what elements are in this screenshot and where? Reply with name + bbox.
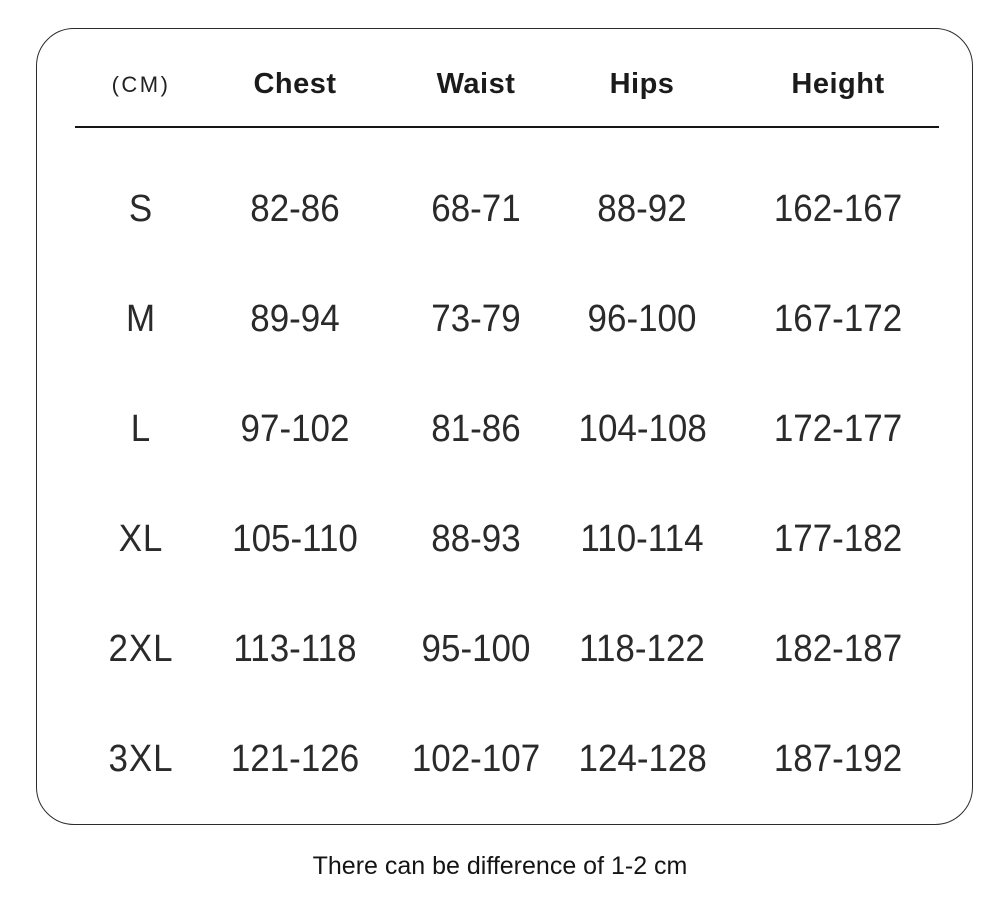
waist-range-cell: 73-79	[431, 297, 521, 340]
size-table-row: 3XL 121-126 102-107 124-128 187-192	[37, 704, 972, 814]
waist-range-cell: 102-107	[411, 737, 541, 780]
waist-range-cell: 95-100	[421, 627, 531, 670]
unit-label: (CM)	[111, 71, 171, 97]
chest-range-cell: 89-94	[250, 297, 340, 340]
size-table-row: 2XL 113-118 95-100 118-122 182-187	[37, 594, 972, 704]
hips-range-cell: 96-100	[587, 297, 697, 340]
chest-range-cell: 121-126	[230, 737, 360, 780]
size-chart-header-row: (CM) Chest Waist Hips Height	[37, 29, 972, 126]
size-table-row: L 97-102 81-86 104-108 172-177	[37, 374, 972, 484]
size-label-cell: 3XL	[108, 737, 174, 780]
waist-range-cell: 88-93	[431, 517, 521, 560]
size-label-cell: XL	[118, 517, 164, 560]
height-range-cell: 162-167	[773, 187, 903, 230]
chest-range-cell: 82-86	[250, 187, 340, 230]
height-range-cell: 177-182	[773, 517, 903, 560]
column-header-waist: Waist	[436, 68, 516, 100]
hips-range-cell: 104-108	[578, 407, 707, 450]
chest-range-cell: 113-118	[233, 627, 357, 670]
column-header-hips: Hips	[609, 68, 675, 100]
height-range-cell: 182-187	[773, 627, 903, 670]
size-label-cell: M	[125, 297, 157, 340]
size-table-row: M 89-94 73-79 96-100 167-172	[37, 264, 972, 374]
hips-range-cell: 88-92	[597, 187, 687, 230]
chest-range-cell: 97-102	[240, 407, 350, 450]
footnote: There can be difference of 1-2 cm	[312, 852, 688, 880]
column-header-chest: Chest	[253, 68, 337, 100]
height-range-cell: 187-192	[773, 737, 903, 780]
waist-range-cell: 81-86	[431, 407, 521, 450]
size-table-row: XL 105-110 88-93 110-114 177-182	[37, 484, 972, 594]
waist-range-cell: 68-71	[431, 187, 521, 230]
height-range-cell: 167-172	[773, 297, 903, 340]
height-range-cell: 172-177	[773, 407, 903, 450]
hips-range-cell: 124-128	[578, 737, 707, 780]
chest-range-cell: 105-110	[232, 517, 358, 560]
size-label-cell: 2XL	[108, 627, 174, 670]
size-chart-card: (CM) Chest Waist Hips Height S 82-86 68-…	[36, 28, 973, 825]
header-divider	[75, 126, 939, 128]
size-label-cell: L	[130, 407, 152, 450]
size-table-row: S 82-86 68-71 88-92 162-167	[37, 154, 972, 264]
hips-range-cell: 110-114	[580, 517, 704, 560]
hips-range-cell: 118-122	[579, 627, 705, 670]
column-header-height: Height	[791, 68, 885, 100]
size-rows: S 82-86 68-71 88-92 162-167 M 89-94 73-7…	[37, 128, 972, 814]
size-label-cell: S	[128, 187, 154, 230]
